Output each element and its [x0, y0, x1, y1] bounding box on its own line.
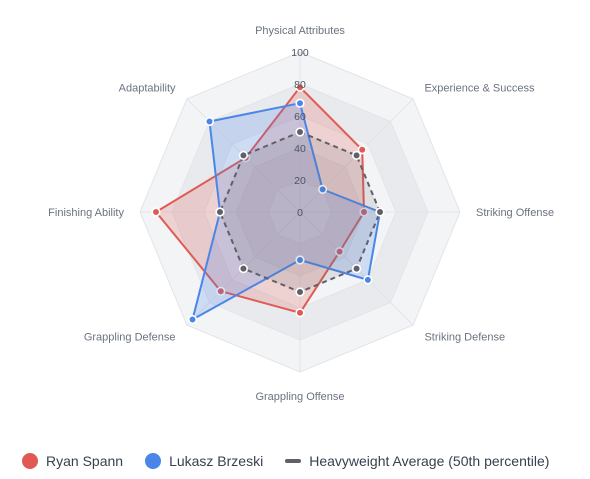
legend-item-2[interactable]: Lukasz Brzeski: [145, 453, 263, 469]
data-point[interactable]: [295, 98, 305, 108]
data-point[interactable]: [375, 207, 385, 217]
data-point[interactable]: [295, 255, 305, 265]
axis-label: Striking Offense: [476, 207, 554, 219]
data-point[interactable]: [151, 207, 161, 217]
legend: Ryan Spann Lukasz Brzeski Heavyweight Aver…: [22, 448, 549, 474]
radial-tick-label: 60: [294, 111, 306, 123]
data-point[interactable]: [351, 150, 362, 161]
axis-label: Finishing Ability: [48, 207, 124, 219]
data-point[interactable]: [295, 82, 305, 92]
data-point[interactable]: [216, 286, 226, 296]
radar-series: [151, 82, 385, 325]
legend-item-1[interactable]: Ryan Spann: [22, 453, 123, 469]
data-point[interactable]: [359, 207, 369, 217]
data-point[interactable]: [351, 263, 362, 274]
axis-label: Adaptability: [119, 83, 176, 95]
data-point[interactable]: [295, 308, 305, 318]
radial-tick-label: 40: [294, 143, 306, 155]
radial-tick-labels: 0 20 40 60 80 100: [291, 47, 309, 219]
legend-item-3[interactable]: Heavyweight Average (50th percentile): [285, 453, 549, 469]
axis-labels: Physical Attributes Experience & Success S…: [48, 25, 554, 403]
axis-label: Striking Defense: [424, 331, 505, 343]
radial-tick-label: 80: [294, 79, 306, 91]
axis-label: Physical Attributes: [255, 25, 345, 37]
legend-label: Heavyweight Average (50th percentile): [309, 453, 550, 469]
data-point[interactable]: [363, 275, 373, 285]
data-point[interactable]: [295, 127, 305, 137]
legend-dot-swatch: [145, 453, 162, 469]
legend-label: Lukasz Brzeski: [169, 453, 264, 469]
axis-label: Experience & Success: [424, 83, 535, 95]
radial-tick-label: 20: [294, 175, 306, 187]
radar-plot: 0 20 40 60 80 100 Physical Attributes Experien…: [48, 25, 554, 403]
data-point[interactable]: [295, 287, 305, 297]
data-point[interactable]: [238, 263, 249, 274]
axis-label: Grappling Defense: [84, 331, 176, 343]
legend-line-swatch: [285, 459, 302, 463]
data-point[interactable]: [204, 116, 215, 127]
legend-label: Ryan Spann: [46, 453, 124, 469]
data-point[interactable]: [215, 207, 225, 217]
radial-tick-label: 0: [297, 207, 303, 219]
series-3: [215, 127, 385, 297]
data-point[interactable]: [357, 145, 367, 155]
data-point[interactable]: [238, 150, 249, 161]
axis-label: Grappling Offense: [255, 391, 344, 403]
data-point[interactable]: [334, 246, 345, 257]
radial-tick-label: 100: [291, 47, 309, 59]
data-point[interactable]: [187, 314, 198, 325]
legend-dot-swatch: [22, 453, 38, 469]
data-point[interactable]: [318, 184, 328, 194]
